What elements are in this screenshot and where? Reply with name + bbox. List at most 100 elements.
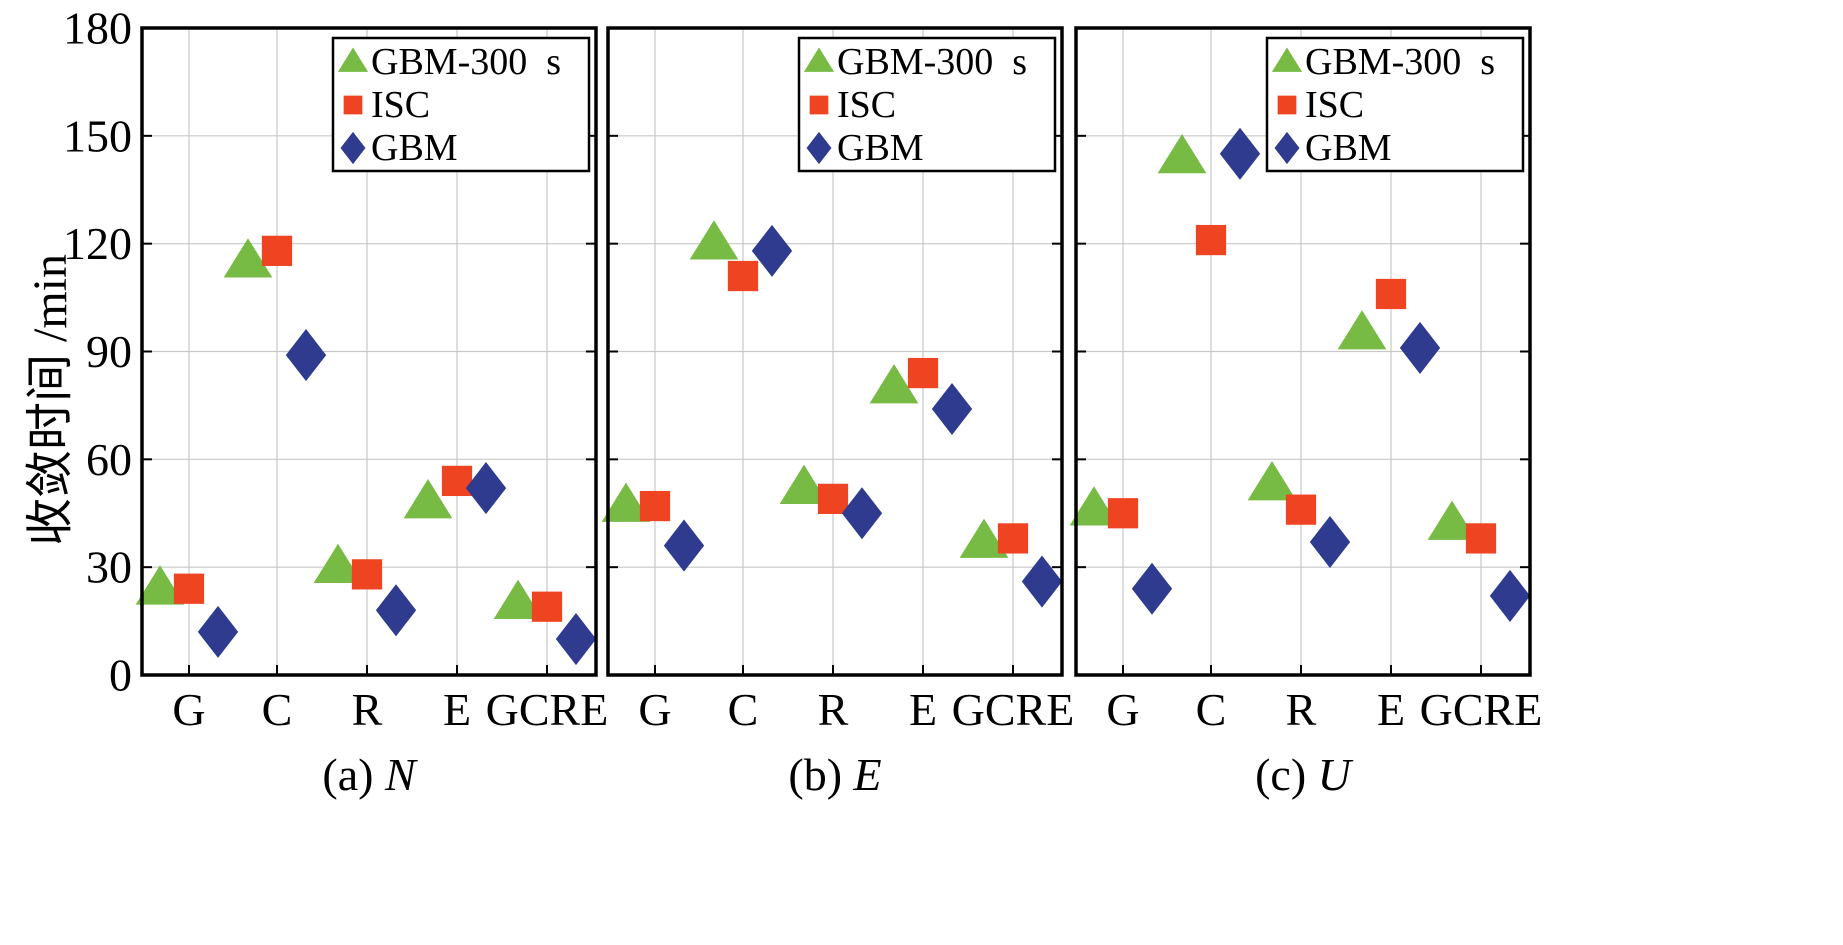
data-point (1427, 500, 1477, 540)
data-point (285, 329, 327, 382)
legend-marker (803, 47, 835, 72)
data-point (639, 490, 671, 522)
data-point (493, 579, 543, 619)
data-point (173, 573, 205, 604)
data-point (1247, 461, 1297, 501)
data-point (1399, 321, 1441, 374)
x-tick-label: E (1377, 684, 1405, 735)
x-tick-label: GCRE (1420, 684, 1543, 735)
panel-caption-prefix: (c) (1255, 749, 1318, 800)
data-point (375, 584, 417, 637)
series-triangle (601, 220, 1009, 558)
data-point (465, 462, 507, 515)
panel-caption-prefix: (b) (788, 749, 853, 800)
x-tick-label: C (728, 684, 759, 735)
x-tick-label: GCRE (486, 684, 609, 735)
data-point (351, 559, 383, 590)
x-tick-label: R (818, 684, 849, 735)
series-diamond (197, 329, 597, 666)
data-point (997, 523, 1029, 554)
data-point (1465, 523, 1497, 554)
legend-marker (343, 95, 363, 115)
legend-box (331, 36, 591, 173)
y-tick-label: 150 (63, 110, 132, 161)
legend-label: GBM (1305, 127, 1392, 169)
panel-caption-prefix: (a) (322, 749, 385, 800)
data-point (1489, 569, 1531, 622)
data-point (751, 224, 793, 277)
legend-label: ISC (371, 84, 430, 126)
panel-caption-variable: U (1318, 749, 1354, 800)
panel-caption-variable: E (853, 749, 882, 800)
legend-label: GBM (371, 127, 458, 169)
panel-caption: (b) E (788, 749, 881, 800)
legend-marker (1274, 131, 1300, 165)
data-point (1195, 224, 1227, 256)
plot-frame (1074, 26, 1532, 677)
x-tick-label: GCRE (952, 684, 1075, 735)
y-tick-label: 60 (86, 434, 132, 485)
y-axis-label: 收敛时间 /min (24, 254, 77, 546)
data-point (689, 220, 739, 260)
legend-box (797, 36, 1057, 173)
series-diamond (1131, 127, 1531, 622)
data-point (197, 605, 239, 658)
x-tick-label: G (172, 684, 205, 735)
series-diamond (663, 224, 1063, 608)
legend-label: ISC (1305, 84, 1364, 126)
plot-frame (140, 26, 598, 677)
data-point (663, 519, 705, 572)
legend-marker (1271, 47, 1303, 72)
data-point (907, 357, 939, 389)
legend-marker (806, 131, 832, 165)
data-point (1285, 494, 1317, 525)
data-point (223, 238, 273, 278)
data-point (1107, 498, 1139, 529)
legend-box (1265, 36, 1525, 173)
legend-label: GBM-300 s (837, 41, 1027, 83)
series-triangle (1069, 133, 1477, 540)
legend-marker (1277, 95, 1297, 115)
data-point (869, 364, 919, 404)
data-point (841, 487, 883, 540)
data-point (135, 565, 185, 605)
y-tick-labels: 0 30 60 90 120 150 180 (63, 3, 132, 701)
data-point (313, 543, 363, 584)
plot-frame (606, 26, 1064, 677)
data-point (1337, 310, 1387, 350)
data-point (1069, 486, 1119, 526)
legend-marker (809, 95, 829, 115)
legend-marker (337, 47, 369, 72)
x-tick-label: R (1286, 684, 1317, 735)
data-point (403, 479, 453, 519)
series-square (639, 260, 1029, 554)
data-point (441, 465, 473, 497)
data-point (817, 483, 849, 514)
x-tick-label: E (909, 684, 937, 735)
series-square (1107, 224, 1497, 554)
data-point (1309, 515, 1351, 569)
legend-label: GBM-300 s (1305, 41, 1495, 83)
y-tick-label: 120 (63, 218, 132, 269)
data-point (531, 591, 563, 622)
x-tick-label: G (638, 684, 671, 735)
y-tick-label: 90 (86, 326, 132, 377)
legend-label: GBM-300 s (371, 41, 561, 83)
data-point (555, 613, 597, 666)
data-point (261, 235, 293, 266)
x-tick-label: G (1106, 684, 1139, 735)
legend-label: GBM (837, 127, 924, 169)
panel-caption: (c) U (1255, 749, 1354, 800)
data-point (1157, 133, 1207, 174)
x-tick-label: C (1196, 684, 1227, 735)
x-tick-label: R (352, 684, 383, 735)
data-point (1219, 127, 1261, 180)
data-point (1131, 562, 1173, 615)
data-point (727, 260, 759, 292)
